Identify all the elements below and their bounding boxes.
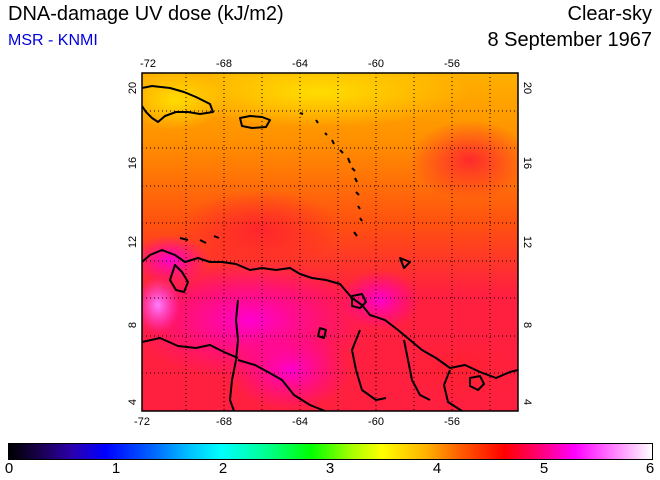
lon-tick-bottom: -56 bbox=[444, 416, 460, 428]
colorbar-label: 5 bbox=[539, 460, 549, 477]
lat-tick-left: 20 bbox=[127, 82, 139, 94]
condition-label: Clear-sky bbox=[567, 3, 652, 25]
map-frame bbox=[141, 72, 519, 412]
lat-tick-left: 8 bbox=[127, 322, 139, 328]
lon-tick-bottom: -60 bbox=[368, 416, 384, 428]
lat-tick-right: 4 bbox=[521, 399, 533, 405]
source-label: MSR - KNMI bbox=[8, 32, 98, 49]
colorbar-label: 4 bbox=[432, 460, 442, 477]
lat-tick-left: 4 bbox=[127, 399, 139, 405]
colorbar-label: 6 bbox=[645, 460, 655, 477]
lon-tick-top: -60 bbox=[368, 58, 384, 70]
lon-tick-top: -68 bbox=[216, 58, 232, 70]
grid-lines bbox=[142, 73, 518, 411]
date-label: 8 September 1967 bbox=[487, 29, 652, 51]
page-title: DNA-damage UV dose (kJ/m2) bbox=[8, 3, 284, 25]
lon-tick-bottom: -68 bbox=[216, 416, 232, 428]
lat-tick-left: 12 bbox=[127, 236, 139, 248]
colorbar-label: 2 bbox=[218, 460, 228, 477]
lon-tick-top: -56 bbox=[444, 58, 460, 70]
lat-tick-right: 16 bbox=[521, 157, 533, 169]
lon-tick-top: -64 bbox=[292, 58, 308, 70]
lat-tick-right: 20 bbox=[521, 82, 533, 94]
lat-tick-left: 16 bbox=[127, 157, 139, 169]
colorbar-label: 0 bbox=[4, 460, 14, 477]
coastlines bbox=[142, 85, 518, 411]
colorbar-label: 1 bbox=[111, 460, 121, 477]
lat-tick-right: 12 bbox=[521, 236, 533, 248]
uv-field bbox=[142, 73, 518, 411]
lon-tick-bottom: -64 bbox=[292, 416, 308, 428]
lon-tick-top: -72 bbox=[140, 58, 156, 70]
lat-tick-right: 8 bbox=[521, 322, 533, 328]
colorbar-label: 3 bbox=[325, 460, 335, 477]
tick-labels: -72 -68 -64 -60 -56 -72 -68 -64 -60 -56 … bbox=[127, 58, 533, 428]
lon-tick-bottom: -72 bbox=[134, 416, 150, 428]
colorbar bbox=[8, 443, 653, 460]
